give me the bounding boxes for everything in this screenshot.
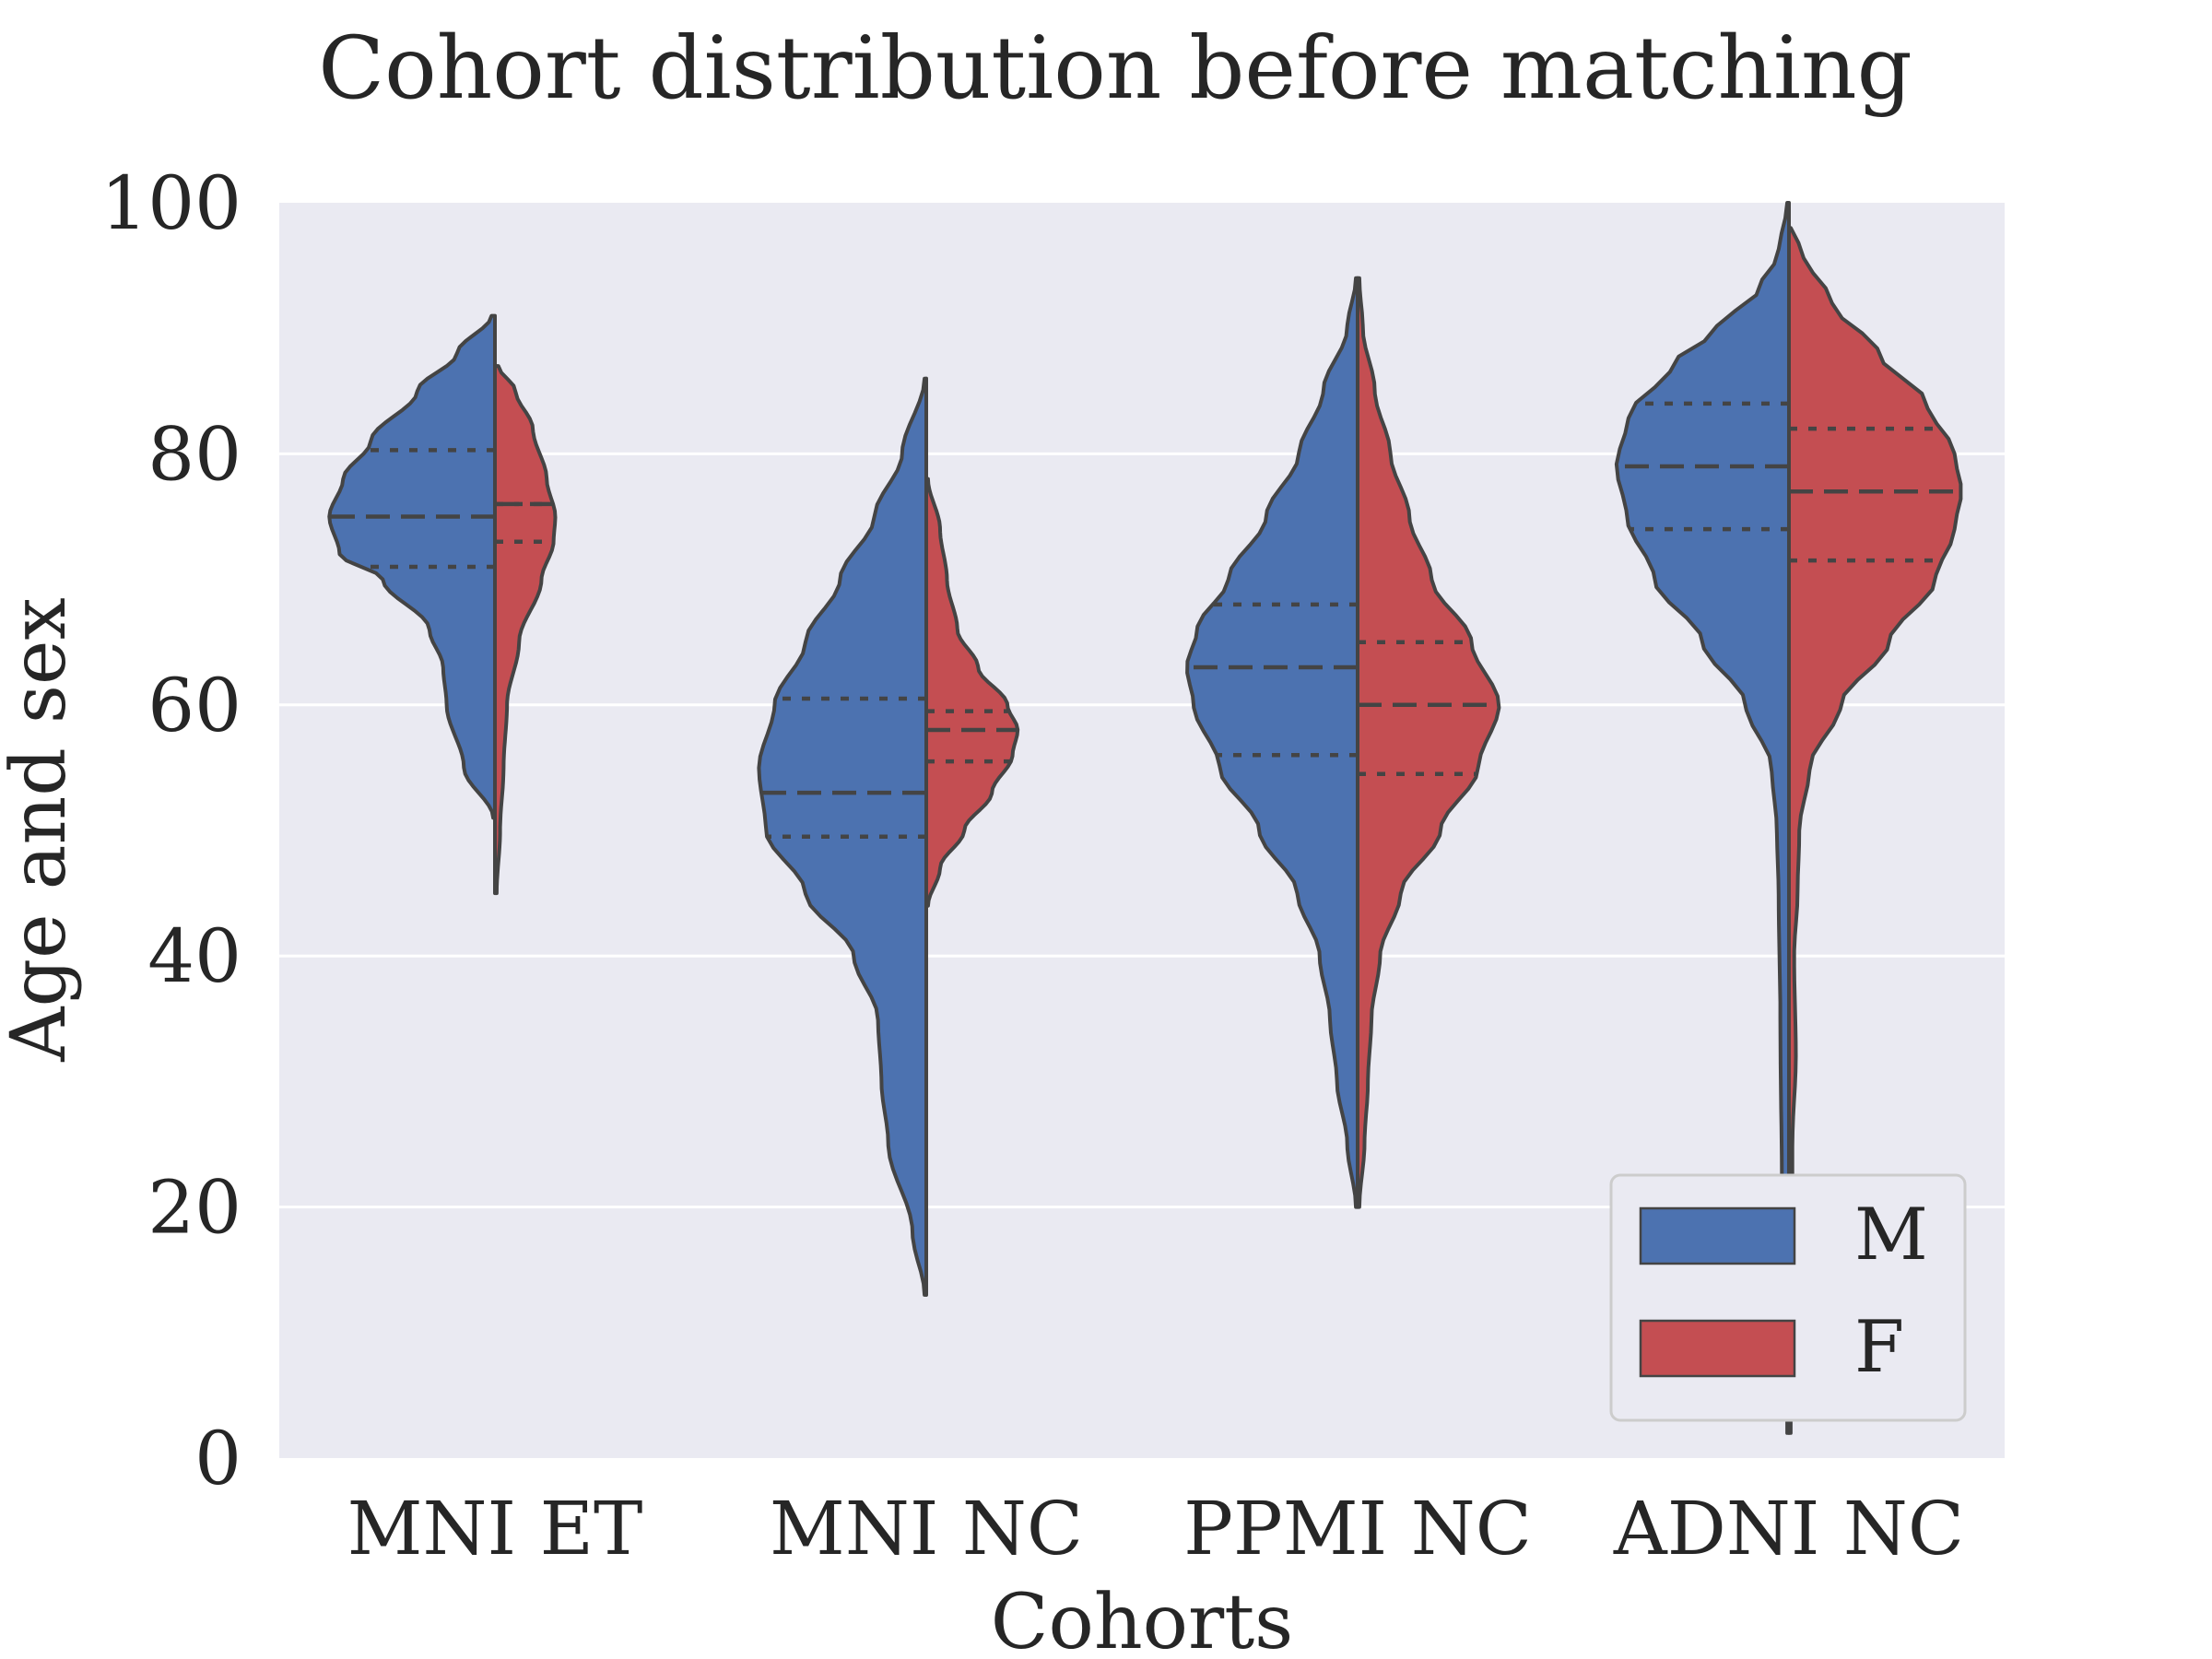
violin-f-1 — [924, 477, 1020, 908]
x-tick-labels: MNI ET MNI NC PPMI NC ADNI NC — [347, 1486, 1964, 1571]
y-tick-labels: 0 20 40 60 80 100 — [100, 160, 241, 1501]
y-tick-label-1: 20 — [147, 1165, 241, 1251]
chart-title: Cohort distribution before matching — [318, 18, 1912, 119]
legend: M F — [1609, 1173, 1967, 1422]
x-tick-label-3: ADNI NC — [1613, 1486, 1964, 1571]
violins — [327, 201, 1963, 1435]
violin-f-0 — [493, 364, 558, 896]
y-tick-label-3: 60 — [147, 663, 241, 748]
y-axis-label: Age and sex — [0, 597, 83, 1062]
legend-swatch-m — [1639, 1206, 1796, 1265]
x-axis-label: Cohorts — [991, 1579, 1294, 1659]
y-tick-label-2: 40 — [147, 913, 241, 999]
x-tick-label-2: PPMI NC — [1183, 1486, 1532, 1571]
legend-label-m: M — [1854, 1194, 1928, 1277]
y-tick-label-0: 0 — [194, 1416, 241, 1501]
legend-label-f: F — [1854, 1306, 1904, 1389]
y-tick-label-4: 80 — [147, 411, 241, 497]
violin-m-2 — [1185, 276, 1359, 1209]
legend-swatch-f — [1639, 1319, 1796, 1378]
y-tick-label-5: 100 — [100, 160, 241, 246]
x-tick-label-1: MNI NC — [770, 1486, 1083, 1571]
violin-f-2 — [1356, 276, 1501, 1209]
x-tick-label-0: MNI ET — [347, 1486, 643, 1571]
